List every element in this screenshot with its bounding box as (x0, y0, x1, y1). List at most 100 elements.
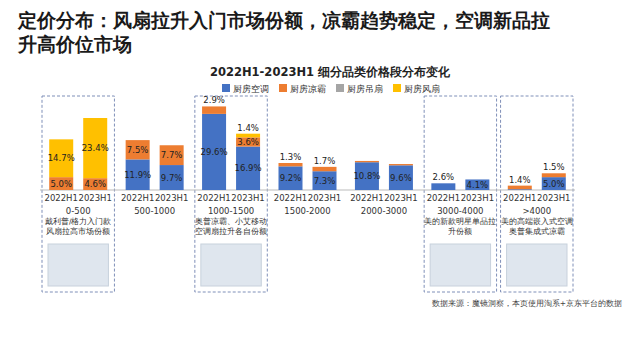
category-label: 2023H1 (537, 193, 570, 203)
bar-segment (160, 145, 184, 146)
data-label: 1.3% (280, 152, 302, 162)
bar-segment (431, 183, 455, 184)
data-label: 2.6% (433, 172, 455, 182)
bar-segment (160, 145, 184, 165)
bar-segment (313, 167, 337, 171)
bar-segment (202, 106, 226, 107)
annotation-line: 空调扇拉升各自份额 (195, 227, 267, 236)
product-image (201, 244, 261, 286)
highlight-box (195, 96, 267, 292)
bar-segment (389, 164, 413, 165)
annotation-line: 戴利普/格力入门款 (45, 217, 112, 226)
data-label: 1.4% (509, 175, 531, 185)
data-label: 7.3% (314, 176, 336, 186)
group-label: 0-500 (66, 206, 91, 216)
bar-segment (313, 166, 337, 167)
product-image (430, 244, 490, 286)
annotation-line: 升份额 (448, 227, 472, 236)
annotation: 美的新款明星单品拉升份额 (424, 217, 496, 236)
bar-segment (355, 160, 379, 161)
annotation-line: 奥普集成式凉霸 (509, 227, 565, 236)
legend-label: 厨房空调 (233, 84, 269, 94)
group-label: 3000-4000 (437, 206, 483, 216)
data-label: 4.1% (467, 180, 489, 190)
bar-segment (508, 186, 532, 190)
category-label: 2022H1 (274, 193, 307, 203)
legend-swatch (222, 84, 230, 92)
product-image (507, 244, 567, 286)
data-labels: 5.0%14.7%4.6%23.4%11.9%7.5%9.7%7.7%29.6%… (48, 95, 565, 189)
group-label: 500-1000 (134, 206, 175, 216)
bar-segment (389, 164, 413, 165)
legend-label: 厨房吊扇 (347, 84, 383, 94)
bar-segment (542, 173, 566, 177)
annotation-line: 奥普凉霸、小艾移动 (195, 217, 267, 226)
bar-segment (508, 185, 532, 186)
legend-item: 厨房风扇 (393, 84, 440, 94)
data-label: 1.4% (237, 123, 259, 133)
category-label: 2023H1 (461, 193, 494, 203)
data-label: 7.7% (161, 150, 183, 160)
category-label: 2023H1 (308, 193, 341, 203)
data-label: 10.8% (353, 171, 380, 181)
bar-segment (279, 163, 303, 164)
page: 定价分布：风扇拉升入门市场份额，凉霸趋势稳定，空调新品拉升高价位市场 2022H… (0, 0, 640, 360)
annotation: 美的高端嵌入式空调奥普集成式凉霸 (501, 217, 573, 236)
product-image (48, 244, 108, 286)
bar-segment (202, 106, 226, 113)
data-label: 2.9% (203, 95, 225, 105)
bar-segment (389, 164, 413, 165)
data-label: 9.7% (161, 173, 183, 183)
bar-segment (465, 179, 489, 190)
title: 定价分布：风扇拉升入门市场份额，凉霸趋势稳定，空调新品拉升高价位市场 (18, 8, 566, 56)
data-label: 1.5% (543, 162, 565, 172)
annotation: 戴利普/格力入门款风扇拉高市场份额 (45, 217, 112, 236)
data-label: 29.6% (201, 147, 228, 157)
bar-segment (355, 160, 379, 161)
data-label: 5.0% (543, 179, 565, 189)
legend-swatch (393, 84, 401, 92)
highlight-box (424, 96, 496, 292)
data-label: 11.9% (124, 170, 151, 180)
category-label: 2022H1 (121, 193, 154, 203)
source: 数据来源：魔镜洞察，本页使用淘系+京东平台的数据 (432, 299, 622, 308)
annotation-line: 风扇拉高市场份额 (46, 227, 110, 236)
bar-segment (160, 145, 184, 146)
data-label: 14.7% (48, 153, 75, 163)
data-label: 16.9% (235, 163, 262, 173)
bar-segment (431, 183, 455, 184)
x-axis (40, 190, 575, 191)
bar-segment (355, 161, 379, 162)
data-label: 1.7% (314, 156, 336, 166)
category-label: 2023H1 (155, 193, 188, 203)
bar-segment (279, 166, 303, 190)
data-label: 9.2% (280, 173, 302, 183)
category-label: 2022H1 (44, 193, 77, 203)
bar-segment (126, 140, 150, 159)
category-label: 2023H1 (231, 193, 264, 203)
chart: 2022H1-2023H1 细分品类价格段分布变化厨房空调厨房凉霸厨房吊扇厨房风… (0, 0, 640, 360)
bar-segment (236, 137, 260, 146)
legend-item: 厨房吊扇 (336, 84, 383, 94)
annotation-line: 美的高端嵌入式空调 (501, 217, 573, 226)
bar-segment (126, 140, 150, 141)
bar-segment (83, 178, 107, 190)
legend-item: 厨房空调 (222, 84, 269, 94)
bar-segment (49, 177, 73, 190)
group-label: 1000-1500 (208, 206, 254, 216)
legend-swatch (336, 84, 344, 92)
legend-label: 厨房凉霸 (290, 84, 326, 94)
category-label: 2023H1 (78, 193, 111, 203)
annotation-line: 美的新款明星单品拉 (424, 217, 496, 226)
data-label: 4.6% (84, 179, 106, 189)
data-label: 5.0% (50, 179, 72, 189)
bar-segment (126, 140, 150, 141)
bars (49, 106, 566, 190)
data-label: 7.5% (127, 145, 149, 155)
bar-segment (431, 183, 455, 184)
group-label: 2000-3000 (361, 206, 407, 216)
data-label: 9.6% (390, 173, 412, 183)
data-label: 3.6% (237, 137, 259, 147)
category-label: 2023H1 (384, 193, 417, 203)
legend-swatch (279, 84, 287, 92)
